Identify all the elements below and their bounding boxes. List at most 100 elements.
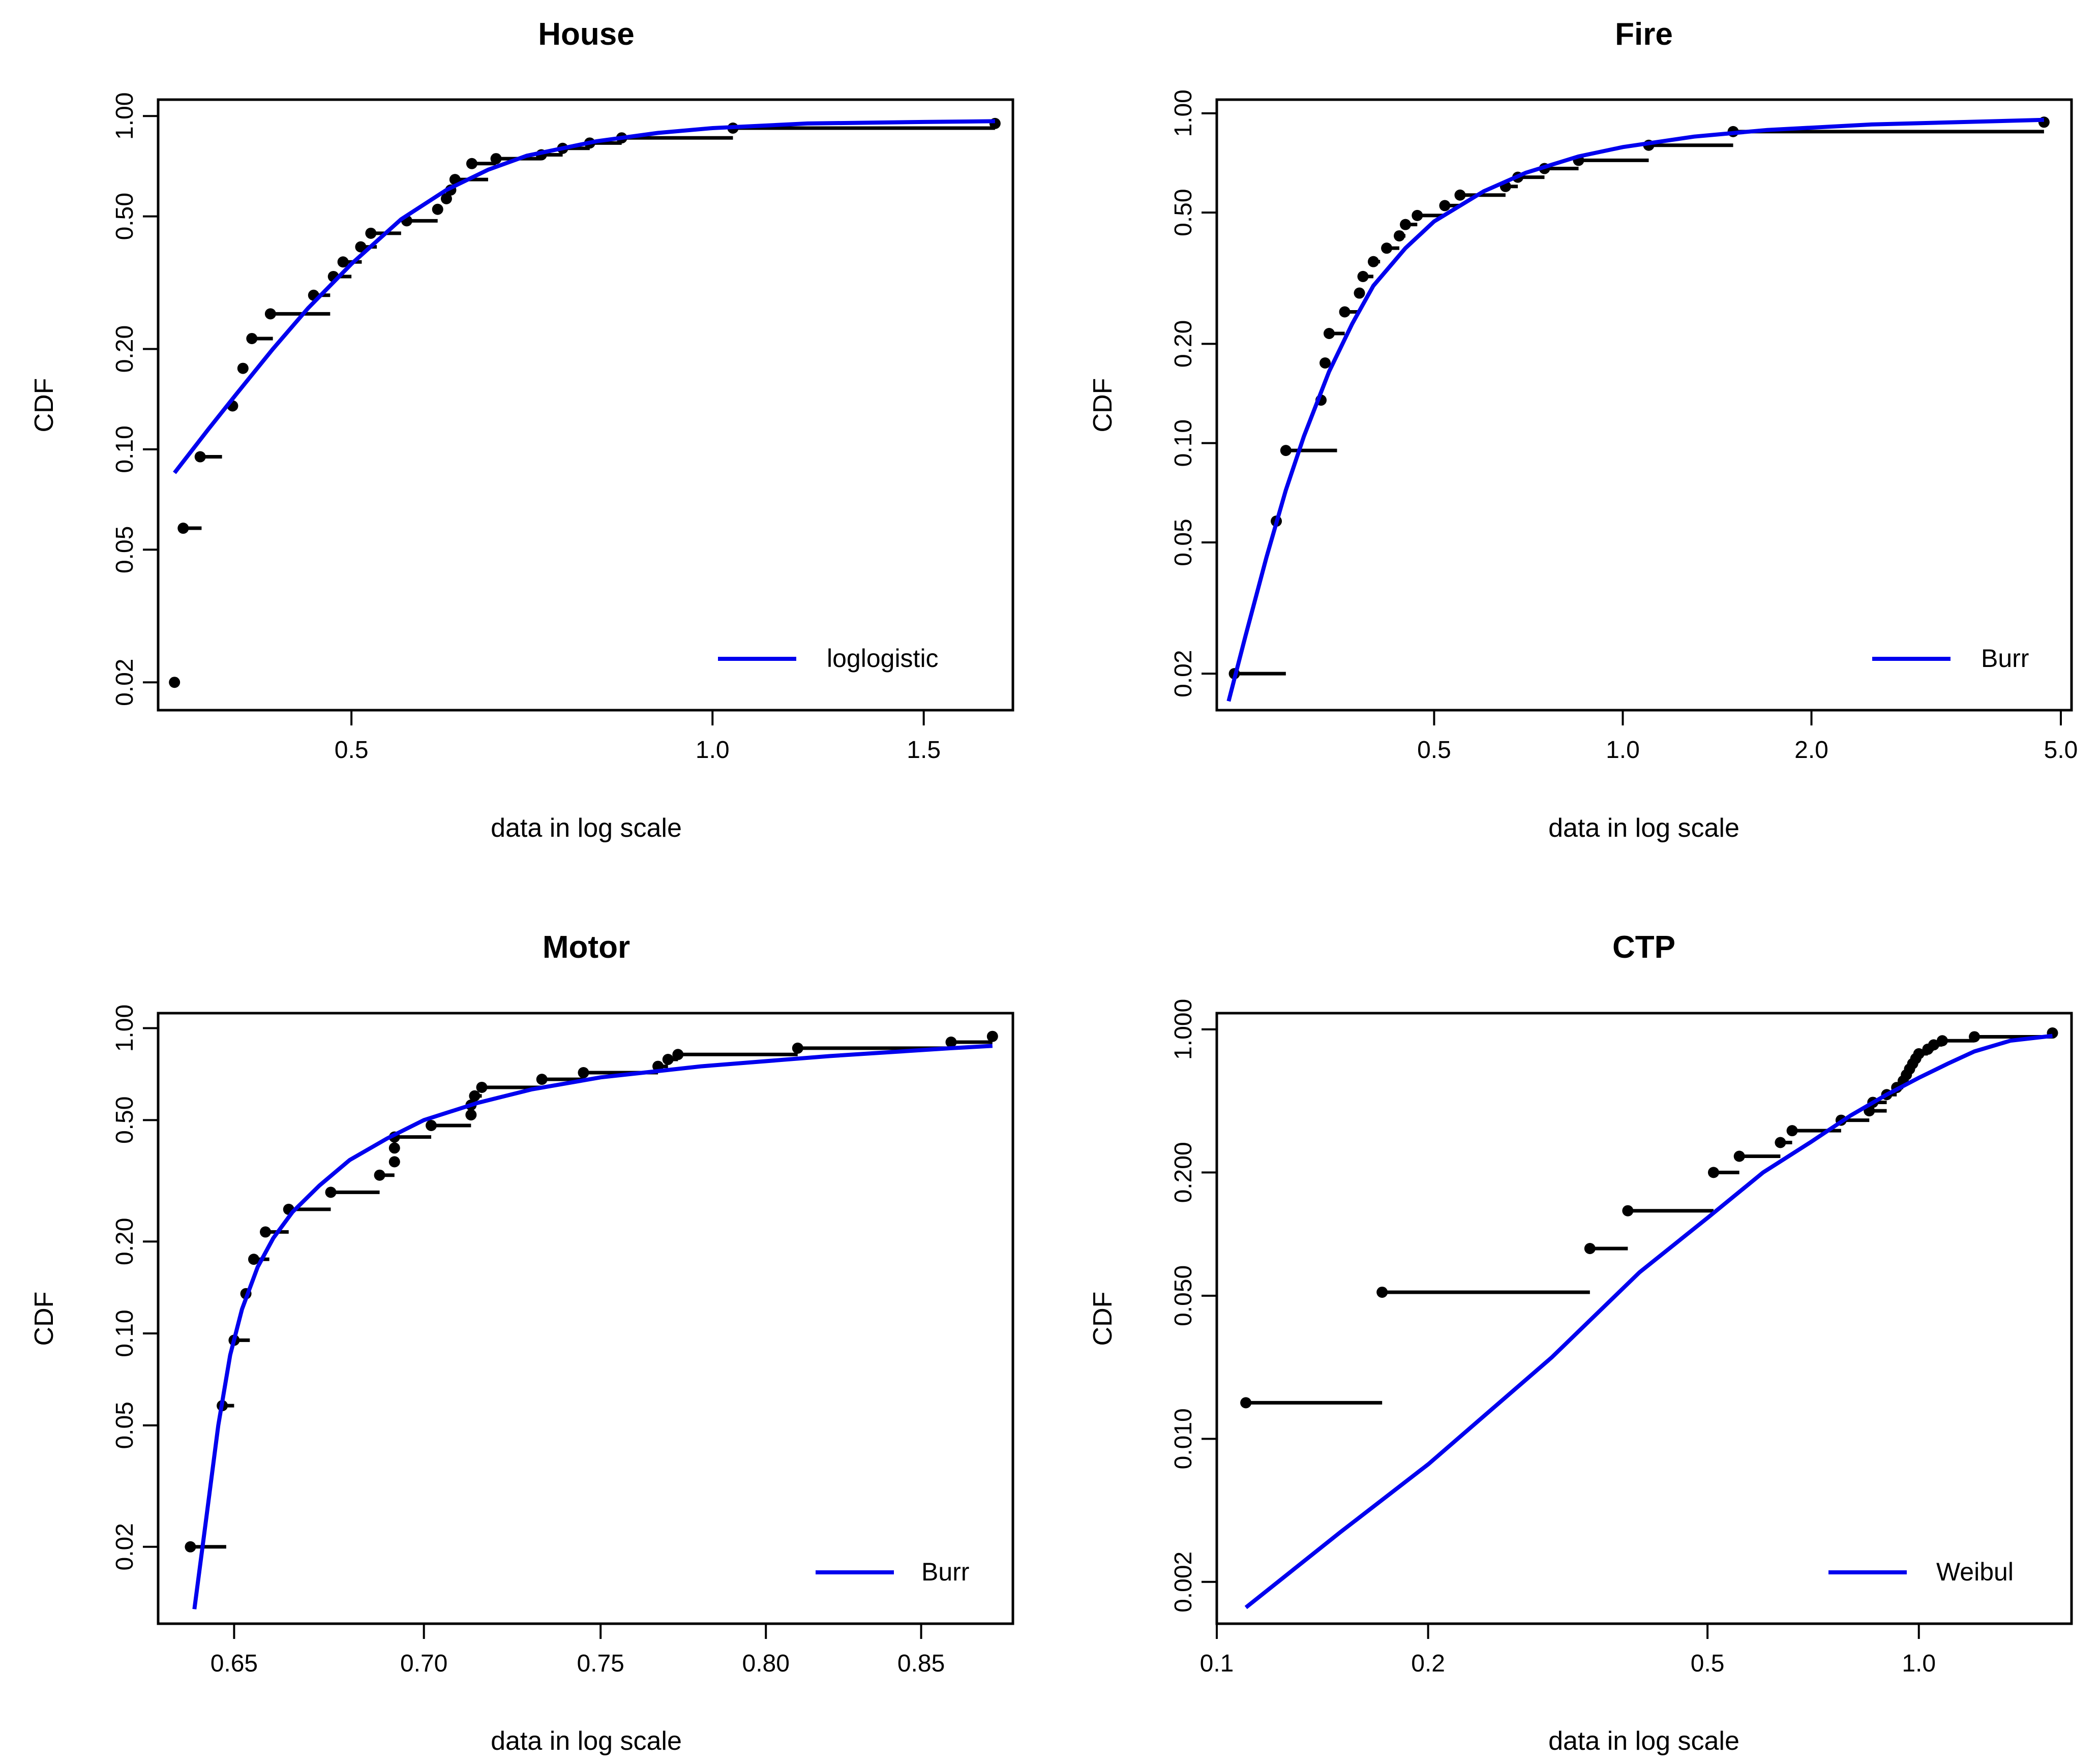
house-title: House <box>538 17 634 52</box>
fire-x-tick-label-1: 1.0 <box>1606 737 1640 764</box>
house-empirical-point-18 <box>490 153 502 165</box>
motor-y-tick-label-5: 1.00 <box>111 1005 138 1052</box>
fire-y-tick-label-4: 0.50 <box>1170 189 1197 236</box>
ctp-x-label: data in log scale <box>1548 1726 1739 1756</box>
motor-x-axis: 0.65 0.70 0.75 0.80 0.85 <box>211 1624 945 1677</box>
ctp-empirical-point-1 <box>1376 1286 1388 1298</box>
ctp-y-tick-label-0: 0.002 <box>1170 1552 1197 1613</box>
fire-empirical-point-13 <box>1412 209 1423 221</box>
fire-empirical-point-6 <box>1339 306 1351 318</box>
fire-empirical-point-2 <box>1280 445 1292 457</box>
ctp-empirical-point-20 <box>1928 1039 1939 1051</box>
motor-empirical-point-10 <box>388 1142 400 1154</box>
ctp-empirical-point-2 <box>1584 1243 1596 1255</box>
house-empirical-points <box>169 117 1001 688</box>
house-empirical-point-2 <box>194 451 206 463</box>
ctp-legend: Weibul <box>1828 1558 2014 1586</box>
fire-x-label: data in log scale <box>1548 813 1739 843</box>
house-y-axis: 0.02 0.05 0.10 0.20 0.50 1.00 <box>111 93 158 706</box>
motor-empirical-point-16 <box>476 1081 488 1093</box>
ctp-x-tick-label-3: 1.0 <box>1902 1650 1936 1677</box>
house-empirical-point-9 <box>337 256 349 268</box>
fire-empirical-point-5 <box>1323 327 1335 339</box>
motor-legend: Burr <box>816 1558 969 1586</box>
motor-empirical-point-5 <box>260 1226 272 1238</box>
fire-y-tick-label-1: 0.05 <box>1170 519 1197 566</box>
house-x-tick-label-1: 1.0 <box>696 737 730 764</box>
house-empirical-point-0 <box>169 677 181 688</box>
ctp-y-tick-label-4: 1.000 <box>1170 999 1197 1060</box>
motor-x-tick-label-4: 0.85 <box>897 1650 945 1677</box>
ctp-y-tick-label-1: 0.010 <box>1170 1408 1197 1469</box>
fire-y-label: CDF <box>1088 378 1118 433</box>
ctp-empirical-point-3 <box>1622 1205 1634 1216</box>
motor-x-tick-label-0: 0.65 <box>211 1650 258 1677</box>
motor-title: Motor <box>543 930 630 965</box>
ctp-empirical-point-4 <box>1707 1167 1719 1178</box>
motor-panel: Motor 0.65 0.70 0.75 0.80 0.85 0.020.050.100… <box>29 930 1014 1756</box>
motor-empirical-steps <box>190 1040 993 1549</box>
house-x-tick-label-2: 1.5 <box>907 737 941 764</box>
fire-empirical-point-7 <box>1354 287 1365 299</box>
motor-empirical-point-4 <box>248 1254 260 1265</box>
motor-fit-curve <box>192 1044 993 1609</box>
motor-empirical-point-17 <box>536 1074 548 1085</box>
motor-empirical-point-8 <box>374 1169 385 1181</box>
motor-plot-frame <box>157 1012 1014 1625</box>
fire-x-tick-label-2: 2.0 <box>1794 737 1828 764</box>
motor-y-tick-label-0: 0.02 <box>111 1523 138 1570</box>
house-y-label: CDF <box>29 378 59 433</box>
house-panel: House 0.5 1.0 1.5 0.02 0.05 0.10 0.20 0.50 1.00… <box>29 17 1014 843</box>
ctp-plot-frame <box>1215 1012 2073 1625</box>
house-fit-curve <box>173 119 995 474</box>
fire-empirical-steps <box>1234 130 2044 676</box>
house-empirical-point-11 <box>365 227 377 239</box>
ctp-legend-label: Weibul <box>1936 1558 2014 1586</box>
motor-empirical-point-15 <box>469 1090 481 1102</box>
fire-y-tick-label-2: 0.10 <box>1170 419 1197 467</box>
motor-empirical-point-20 <box>662 1054 674 1066</box>
motor-empirical-point-22 <box>792 1042 803 1054</box>
fire-empirical-point-11 <box>1394 230 1405 241</box>
motor-empirical-point-9 <box>388 1156 400 1168</box>
fire-empirical-point-12 <box>1400 219 1412 230</box>
ctp-y-tick-label-2: 0.050 <box>1170 1265 1197 1326</box>
ctp-empirical-point-21 <box>1936 1035 1948 1047</box>
fire-y-tick-label-0: 0.02 <box>1170 650 1197 697</box>
house-empirical-point-17 <box>466 158 477 169</box>
motor-empirical-point-24 <box>986 1030 998 1042</box>
house-y-tick-label-0: 0.02 <box>111 659 138 706</box>
house-legend-label: loglogistic <box>827 644 939 673</box>
ctp-empirical-point-7 <box>1786 1125 1798 1137</box>
motor-x-tick-label-1: 0.70 <box>400 1650 447 1677</box>
house-empirical-point-5 <box>246 332 258 344</box>
ctp-empirical-point-5 <box>1733 1150 1745 1162</box>
house-empirical-point-6 <box>264 308 276 320</box>
fire-empirical-point-9 <box>1367 256 1379 267</box>
house-empirical-point-4 <box>237 362 249 374</box>
motor-empirical-point-18 <box>578 1067 589 1079</box>
ctp-y-axis: 0.002 0.010 0.050 0.200 1.000 <box>1170 999 1217 1613</box>
house-empirical-point-14 <box>440 193 452 204</box>
motor-empirical-point-12 <box>426 1119 437 1131</box>
ctp-empirical-point-6 <box>1775 1137 1786 1148</box>
fire-panel: Fire 0.5 1.0 2.0 5.0 0.02 0.05 0.10 0.20 0.50 1.… <box>1088 17 2078 843</box>
house-y-tick-label-1: 0.05 <box>111 526 138 573</box>
ctp-x-axis: 0.1 0.2 0.5 1.0 <box>1200 1624 1936 1677</box>
fire-empirical-point-8 <box>1357 270 1369 282</box>
ctp-empirical-points <box>1240 1027 2058 1409</box>
motor-empirical-points <box>185 1030 998 1553</box>
house-legend: loglogistic <box>718 644 939 673</box>
fire-y-axis: 0.02 0.05 0.10 0.20 0.50 1.00 <box>1170 89 1217 697</box>
motor-y-tick-label-1: 0.05 <box>111 1402 138 1449</box>
fire-empirical-points <box>1228 116 2050 680</box>
ctp-empirical-point-22 <box>1969 1031 1981 1043</box>
house-y-tick-label-2: 0.10 <box>111 425 138 473</box>
fire-plot-frame <box>1215 98 2073 712</box>
motor-x-tick-label-2: 0.75 <box>577 1650 624 1677</box>
motor-y-tick-label-2: 0.10 <box>111 1310 138 1357</box>
house-x-axis: 0.5 1.0 1.5 <box>335 710 941 764</box>
house-x-tick-label-0: 0.5 <box>335 737 369 764</box>
motor-x-label: data in log scale <box>491 1726 682 1756</box>
fire-y-tick-label-5: 1.00 <box>1170 89 1197 137</box>
